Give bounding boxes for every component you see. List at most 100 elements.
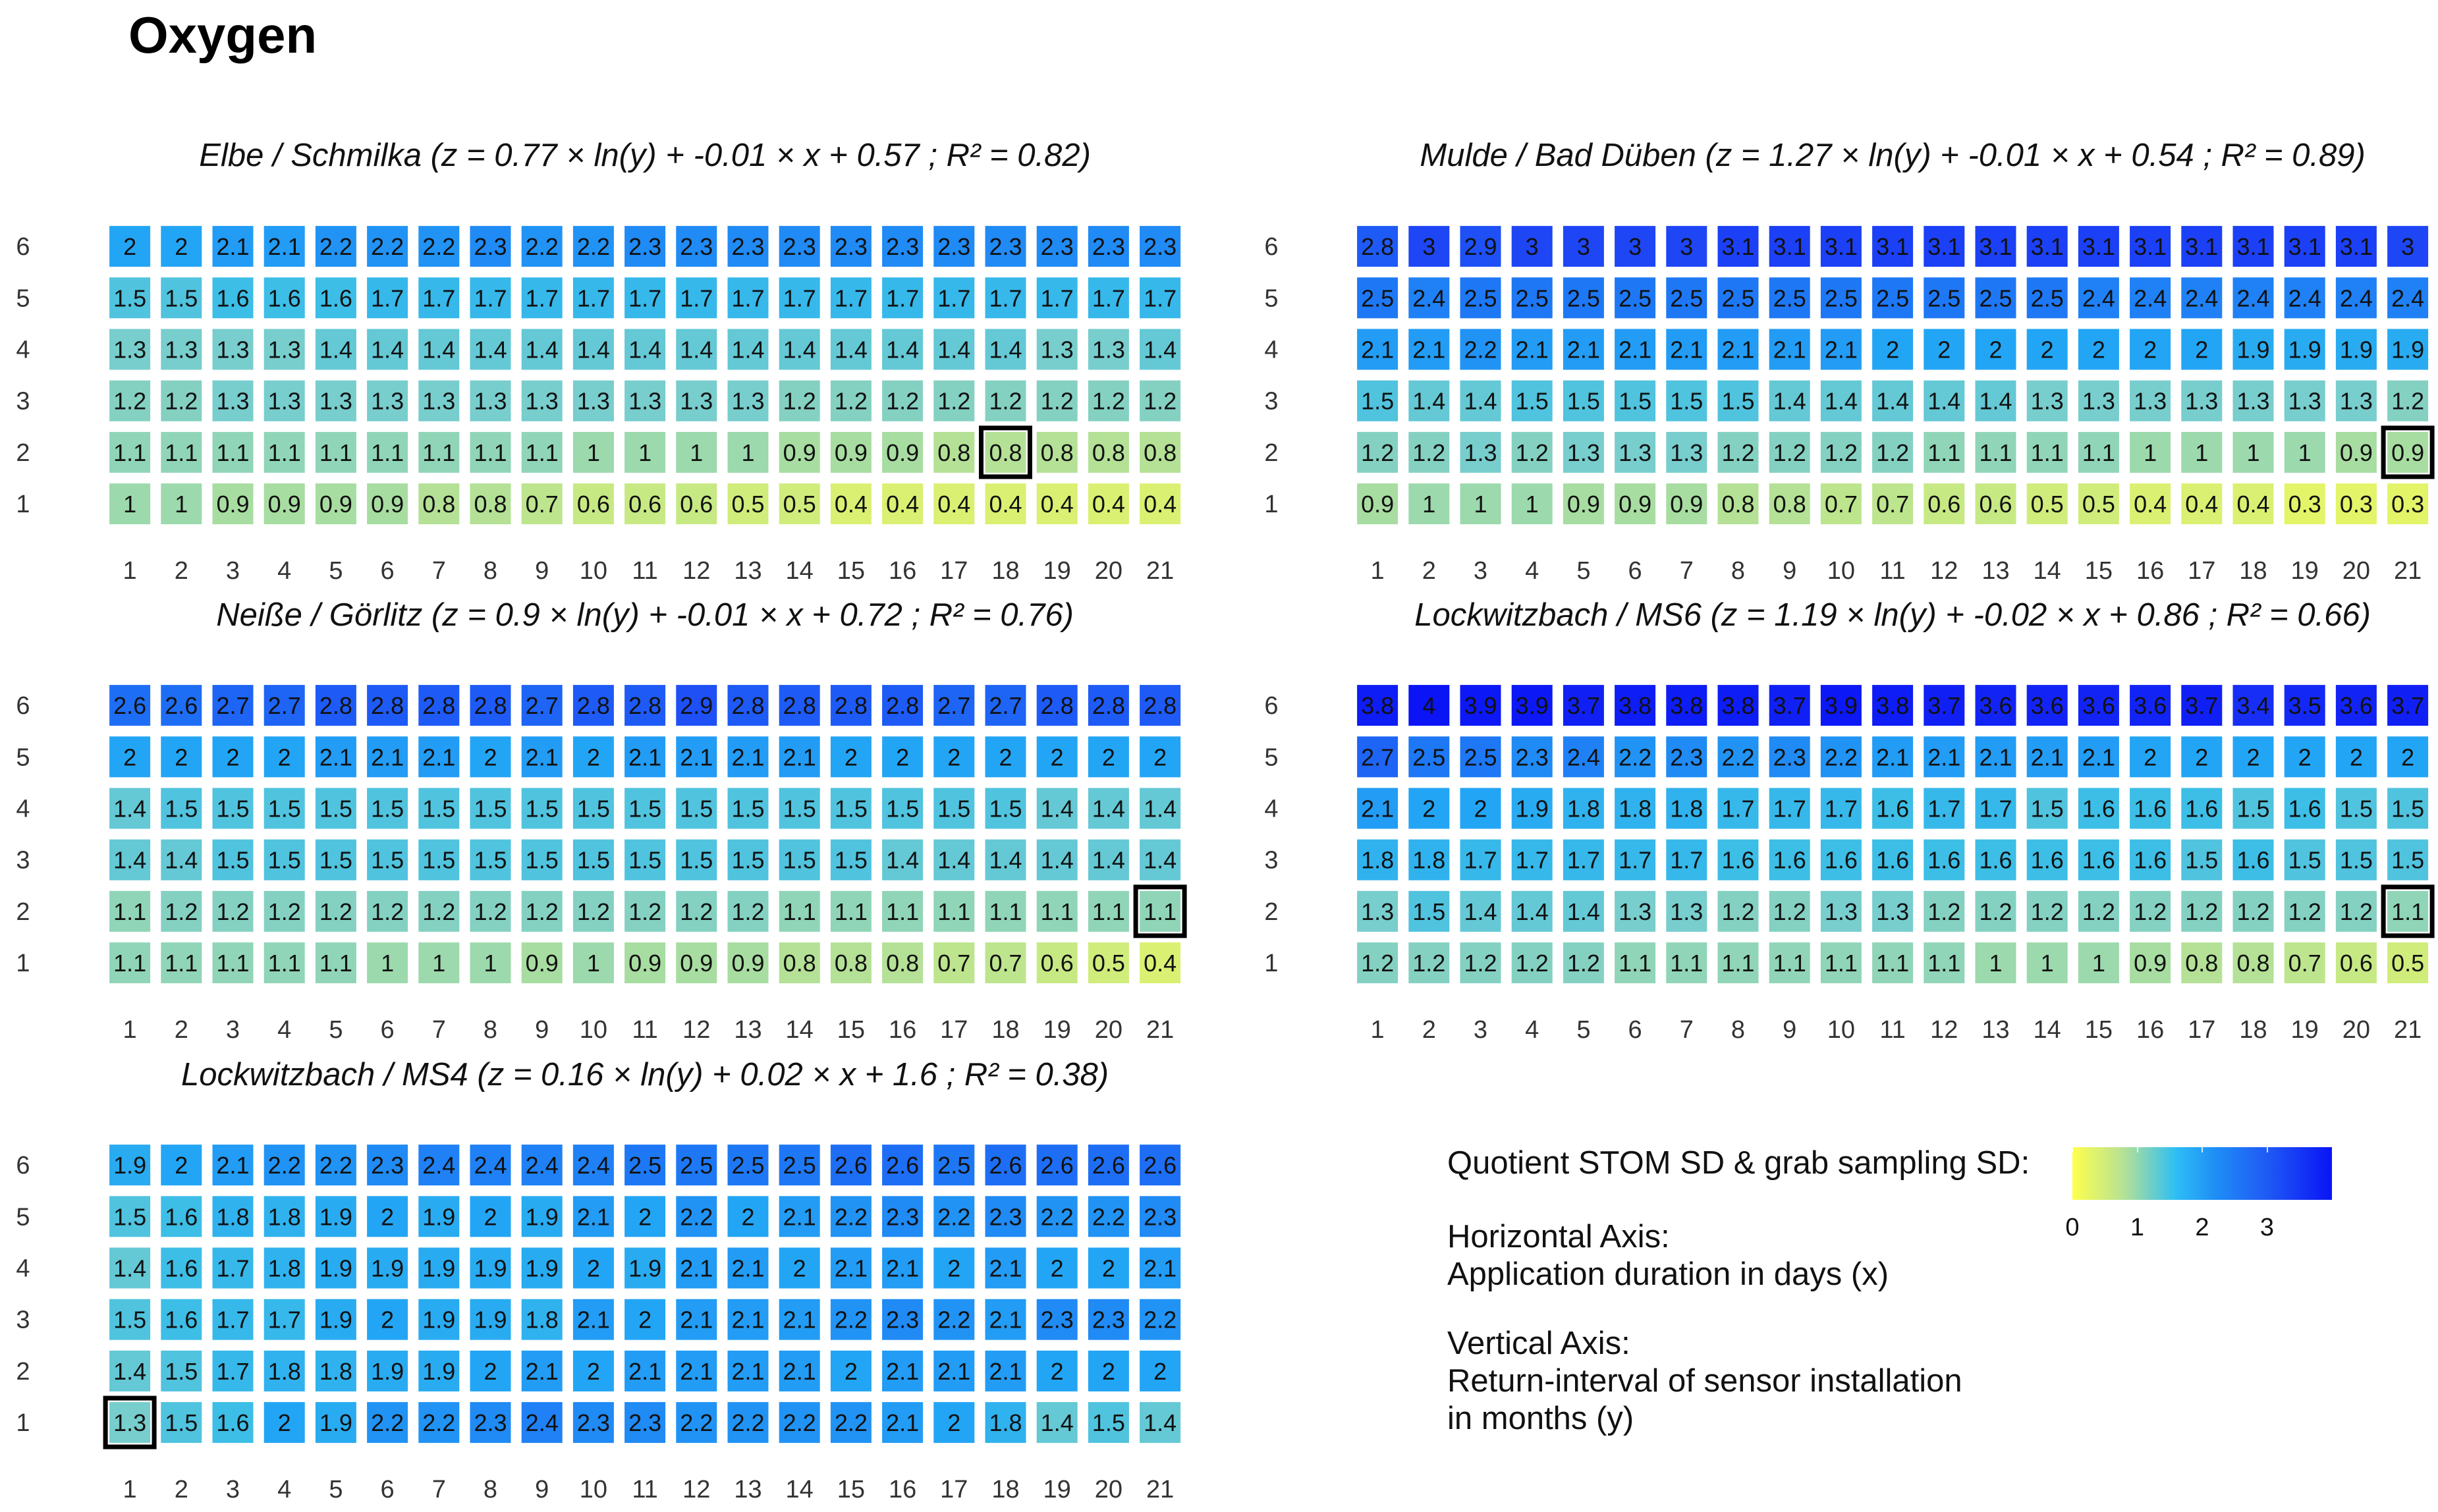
heatmap-cell <box>470 890 511 932</box>
x-tick-label: 8 <box>1731 1016 1745 1044</box>
cell-value-label: 2 <box>1153 1358 1167 1385</box>
heatmap-cell <box>418 431 460 473</box>
cell-value-label: 2.4 <box>577 1152 610 1179</box>
cell-value-label: 1.7 <box>1144 284 1177 311</box>
heatmap-cell <box>1615 329 1656 370</box>
heatmap-cell <box>1872 431 1914 473</box>
heatmap-cell <box>624 380 666 421</box>
cell-value-label: 2.1 <box>1670 337 1703 364</box>
heatmap-cell <box>470 942 511 984</box>
heatmap-cell <box>1769 483 1810 525</box>
heatmap-cell <box>727 483 769 525</box>
cell-value-label: 0.8 <box>422 491 455 518</box>
cell-value-label: 0.6 <box>1041 950 1074 977</box>
heatmap-cell <box>2387 329 2429 370</box>
cell-value-label: 2.5 <box>680 1152 713 1179</box>
cell-value-label: 2.1 <box>1567 337 1600 364</box>
cell-value-label: 0.6 <box>577 491 610 518</box>
cell-value-label: 2.1 <box>783 1203 816 1230</box>
cell-value-label: 1.3 <box>1567 439 1600 466</box>
heatmap-cell <box>830 277 872 319</box>
heatmap-cell <box>1872 890 1914 932</box>
cell-value-label: 1.2 <box>526 898 559 925</box>
heatmap-cell <box>572 226 614 267</box>
heatmap-cell <box>1036 380 1078 421</box>
heatmap-cell <box>2387 685 2429 726</box>
cell-value-label: 2.8 <box>319 692 352 719</box>
heatmap-cell <box>2026 226 2068 267</box>
heatmap-cell <box>1563 736 1604 778</box>
cell-value-label: 2.1 <box>2031 743 2064 770</box>
heatmap-cell <box>161 890 202 932</box>
cell-value-label: 2.6 <box>1144 1152 1177 1179</box>
cell-value-label: 1.5 <box>1670 388 1703 415</box>
cell-value-label: 1.5 <box>165 1409 198 1436</box>
heatmap-cell <box>161 685 202 726</box>
cell-value-label: 1.1 <box>319 439 352 466</box>
cell-value-label: 1.4 <box>1773 388 1806 415</box>
heatmap-cell <box>1769 277 1810 319</box>
cell-value-label: 1.2 <box>2340 898 2373 925</box>
heatmap-cell <box>315 483 356 525</box>
heatmap-cell <box>882 226 924 267</box>
heatmap-cell <box>1924 277 1965 319</box>
x-tick-label: 8 <box>1731 557 1745 585</box>
highlight-cell-border <box>2381 425 2435 479</box>
heatmap-cell <box>933 431 975 473</box>
heatmap-cell <box>572 277 614 319</box>
heatmap-cell <box>2078 431 2119 473</box>
cell-value-label: 2.1 <box>886 1358 919 1385</box>
heatmap-cell <box>1408 483 1450 525</box>
heatmap-cell <box>1511 788 1553 829</box>
cell-value-label: 0.5 <box>731 491 764 518</box>
cell-value-label: 1.4 <box>1144 796 1177 823</box>
heatmap-cell <box>1717 329 1759 370</box>
heatmap-cell <box>1820 431 1862 473</box>
heatmap-cell <box>985 226 1026 267</box>
legend-title: Quotient STOM SD & grab sampling SD: <box>1447 1145 2030 1181</box>
cell-value-label: 1 <box>690 439 703 466</box>
cell-value-label: 1.9 <box>422 1255 455 1282</box>
heatmap-cell <box>1975 736 2016 778</box>
heatmap-cell <box>2130 942 2171 984</box>
heatmap-cell <box>1460 839 1501 880</box>
heatmap-cell <box>1357 431 1399 473</box>
heatmap-cell <box>624 226 666 267</box>
heatmap-cell <box>1924 788 1965 829</box>
x-tick-label: 15 <box>2085 557 2113 585</box>
cell-value-label: 1.9 <box>319 1307 352 1334</box>
cell-value-label: 1.2 <box>165 898 198 925</box>
cell-value-label: 2.4 <box>2082 284 2115 311</box>
cell-value-label: 2.1 <box>1876 743 1909 770</box>
y-tick-label: 5 <box>16 1203 30 1231</box>
heatmap-cell <box>2284 685 2325 726</box>
heatmap-cell <box>1036 890 1078 932</box>
heatmap-cell <box>1615 839 1656 880</box>
heatmap-cell <box>1975 788 2016 829</box>
heatmap-cell <box>2284 431 2325 473</box>
cell-value-label: 2.1 <box>731 1358 764 1385</box>
cell-value-label: 2.9 <box>1464 233 1497 260</box>
heatmap-cell <box>1769 736 1810 778</box>
heatmap-cell <box>263 483 305 525</box>
heatmap-cell <box>2026 736 2068 778</box>
cell-value-label: 1.5 <box>835 796 868 823</box>
heatmap-cell <box>315 380 356 421</box>
cell-value-label: 0.5 <box>2391 950 2424 977</box>
y-tick-label: 6 <box>16 692 30 720</box>
heatmap-cell <box>985 1196 1026 1237</box>
cell-value-label: 1.4 <box>1927 388 1960 415</box>
x-tick-label: 19 <box>2291 557 2319 585</box>
heatmap-cell <box>624 1145 666 1186</box>
highlight-cell-border <box>979 425 1032 479</box>
heatmap-cell <box>1511 277 1553 319</box>
cell-value-label: 2 <box>175 743 188 770</box>
heatmap-cell <box>830 431 872 473</box>
cell-value-label: 1.9 <box>1516 796 1549 823</box>
cell-value-label: 2.6 <box>113 692 146 719</box>
heatmap-cell <box>2181 736 2223 778</box>
cell-value-label: 2.1 <box>835 1255 868 1282</box>
heatmap-cell <box>2335 942 2377 984</box>
cell-value-label: 1.3 <box>1670 898 1703 925</box>
